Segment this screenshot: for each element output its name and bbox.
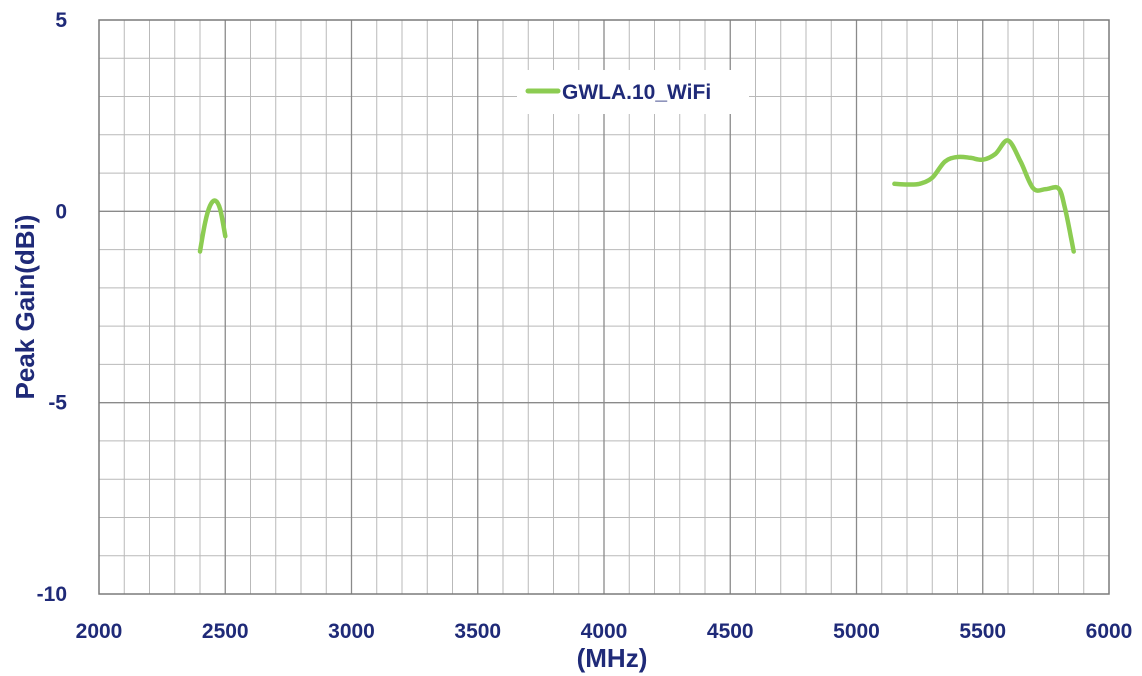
series-line-gwla-10-wifi-band-2 — [892, 138, 1076, 254]
legend-label-gwla-10-wifi: GWLA.10_WiFi — [562, 81, 711, 104]
minor-gridlines — [99, 20, 1109, 594]
y-tick-label: -10 — [37, 583, 67, 606]
x-tick-label: 3500 — [454, 620, 501, 643]
y-axis-title: Peak Gain(dBi) — [10, 215, 40, 400]
x-tick-label: 2000 — [76, 620, 123, 643]
x-tick-label: 4500 — [707, 620, 754, 643]
x-tick-label: 6000 — [1086, 620, 1133, 643]
series-line-gwla-10-wifi-band-1 — [197, 198, 228, 254]
y-tick-label: -5 — [48, 392, 67, 415]
y-tick-label: 0 — [55, 200, 67, 223]
x-tick-label: 5500 — [959, 620, 1006, 643]
y-tick-label: 5 — [55, 9, 67, 32]
x-axis-tick-labels: 2000 2500 3000 3500 4000 4500 5000 5500 6000 — [76, 620, 1133, 643]
x-axis-title: (MHz) — [577, 643, 648, 673]
x-tick-label: 4000 — [581, 620, 628, 643]
x-tick-label: 2500 — [202, 620, 249, 643]
legend: GWLA.10_WiFi — [517, 70, 749, 114]
series-lines — [197, 138, 1076, 254]
major-gridlines — [99, 20, 1109, 594]
y-axis-tick-labels: 5 0 -5 -10 — [37, 9, 68, 606]
plot-area-frame — [98, 19, 1110, 595]
x-tick-label: 3000 — [328, 620, 375, 643]
x-tick-label: 5000 — [833, 620, 880, 643]
